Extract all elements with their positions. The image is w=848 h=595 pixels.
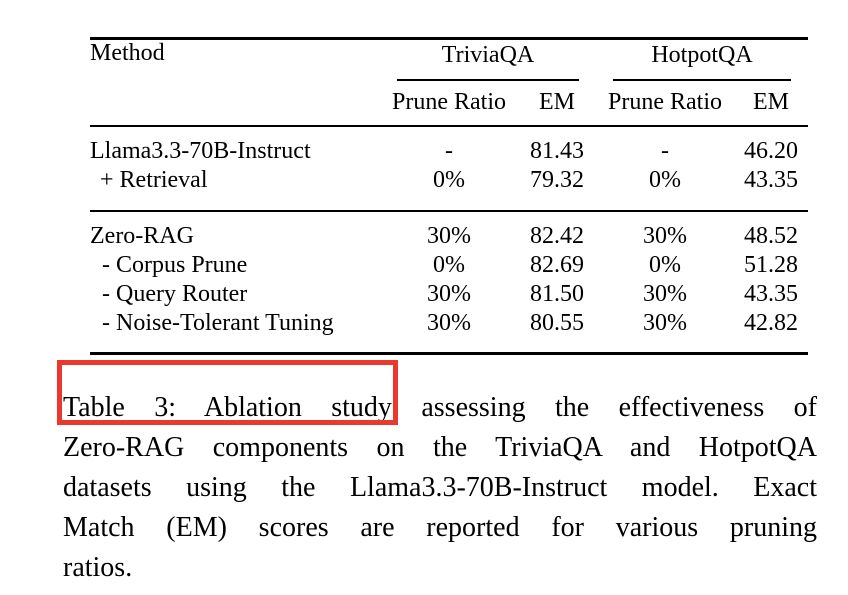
- prune-ratio-triviaqa-cell: 30%: [380, 210, 518, 251]
- caption-line: Zero-RAG components on the TriviaQA and …: [63, 432, 817, 463]
- sub-header-row: Prune Ratio EM Prune Ratio EM: [90, 81, 808, 127]
- prune-ratio-triviaqa-cell: 0%: [433, 252, 465, 278]
- ablation-results-table: Method TriviaQA HotpotQA Prune Ratio EM …: [90, 37, 808, 355]
- prune-ratio-hotpotqa-cell: 30%: [643, 281, 687, 307]
- cmidrule-triviaqa: [397, 79, 579, 81]
- method-column-header: Method: [90, 38, 380, 127]
- caption-line: datasets using the Llama3.3-70B-Instruct…: [63, 472, 817, 503]
- em-hotpotqa-cell: 43.35: [744, 281, 798, 307]
- em-hotpotqa-cell: 48.52: [734, 210, 808, 251]
- prune-ratio-triviaqa-cell: 0%: [433, 167, 465, 193]
- em-hotpotqa-cell: 51.28: [744, 252, 798, 278]
- table-row: - Query Router 30% 81.50 30% 43.35: [90, 280, 808, 309]
- table-row: Llama3.3-70B-Instruct - 81.43 - 46.20: [90, 126, 808, 166]
- group-header-hotpotqa: HotpotQA: [596, 39, 808, 81]
- triviaqa-label: TriviaQA: [441, 42, 535, 68]
- em-hotpotqa-cell: 43.35: [744, 167, 798, 193]
- prune-ratio-triviaqa-cell: 30%: [427, 281, 471, 307]
- method-cell: Zero-RAG: [90, 210, 380, 251]
- prune-ratio-triviaqa-cell: 30%: [427, 310, 471, 336]
- prune-ratio-hotpotqa-cell: 0%: [649, 252, 681, 278]
- method-cell: - Noise-Tolerant Tuning: [102, 310, 334, 336]
- method-header-label: Method: [90, 40, 165, 66]
- prune-ratio-hotpotqa-cell: 30%: [596, 210, 734, 251]
- cmidrule-hotpotqa: [613, 79, 791, 81]
- method-cell: - Query Router: [102, 281, 248, 307]
- method-cell: Llama3.3-70B-Instruct: [90, 138, 311, 164]
- method-cell: - Corpus Prune: [102, 252, 248, 278]
- em-triviaqa-cell: 82.42: [518, 210, 596, 251]
- subheader-em-hotpotqa: EM: [734, 81, 808, 127]
- em-triviaqa-cell: 80.55: [530, 310, 584, 336]
- em-hotpotqa-cell: 42.82: [744, 310, 798, 336]
- caption-line: Table 3: Ablation study assessing the ef…: [63, 392, 817, 423]
- em-triviaqa-cell: 79.32: [530, 167, 584, 193]
- table-row: Zero-RAG 30% 82.42 30% 48.52: [90, 210, 808, 251]
- table-row: - Noise-Tolerant Tuning 30% 80.55 30% 42…: [90, 309, 808, 354]
- table-row: - Corpus Prune 0% 82.69 0% 51.28: [90, 251, 808, 280]
- annotation-red-box: [57, 360, 398, 425]
- subheader-prune-ratio-triviaqa: Prune Ratio: [380, 81, 518, 127]
- prune-ratio-triviaqa-cell: -: [445, 138, 453, 164]
- prune-ratio-hotpotqa-cell: 0%: [649, 167, 681, 193]
- em-triviaqa-cell: 81.50: [530, 281, 584, 307]
- subheader-prune-ratio-hotpotqa: Prune Ratio: [596, 81, 734, 127]
- baseline-section: Llama3.3-70B-Instruct - 81.43 - 46.20 + …: [90, 126, 808, 211]
- caption-line: Match (EM) scores are reported for vario…: [63, 512, 817, 543]
- zero-rag-section: Zero-RAG 30% 82.42 30% 48.52 - Corpus Pr…: [90, 210, 808, 354]
- caption-line: ratios.: [63, 552, 133, 583]
- hotpotqa-label: HotpotQA: [651, 42, 753, 68]
- prune-ratio-hotpotqa-cell: 30%: [643, 310, 687, 336]
- table-caption: Table 3: Ablation study assessing the ef…: [63, 388, 817, 588]
- method-cell: + Retrieval: [100, 167, 208, 193]
- em-triviaqa-cell: 82.69: [530, 252, 584, 278]
- subheader-em-triviaqa: EM: [518, 81, 596, 127]
- group-header-row: Method TriviaQA HotpotQA: [90, 38, 808, 127]
- prune-ratio-hotpotqa-cell: -: [661, 138, 669, 164]
- em-triviaqa-cell: 81.43: [530, 138, 584, 164]
- table-row: + Retrieval 0% 79.32 0% 43.35: [90, 166, 808, 211]
- em-hotpotqa-cell: 46.20: [744, 138, 798, 164]
- group-header-triviaqa: TriviaQA: [380, 39, 596, 81]
